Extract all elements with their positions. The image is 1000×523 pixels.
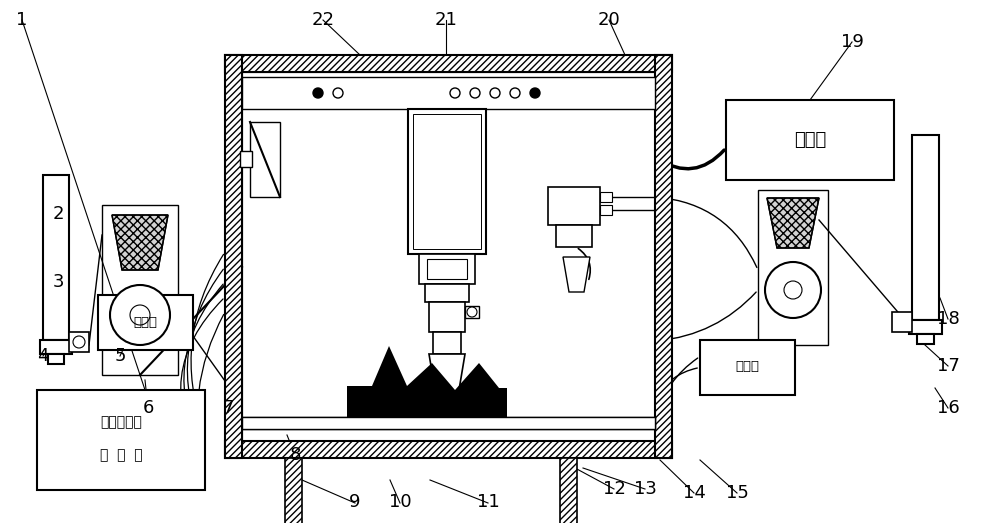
Bar bbox=[427, 259, 467, 279]
Bar bbox=[102, 205, 178, 375]
Bar bbox=[408, 109, 486, 254]
Text: 9: 9 bbox=[349, 493, 361, 511]
Bar bbox=[419, 254, 475, 284]
Text: 22: 22 bbox=[312, 11, 334, 29]
Text: 3: 3 bbox=[52, 274, 64, 291]
Bar bbox=[225, 55, 242, 458]
Bar bbox=[40, 340, 72, 354]
Bar bbox=[37, 390, 205, 490]
Text: 6: 6 bbox=[142, 399, 154, 417]
Bar bbox=[892, 312, 912, 332]
Text: 发生控制器: 发生控制器 bbox=[100, 415, 142, 429]
Bar bbox=[250, 122, 280, 197]
Text: 1: 1 bbox=[16, 11, 28, 29]
Text: 4: 4 bbox=[37, 347, 49, 365]
Bar bbox=[556, 225, 592, 247]
Bar bbox=[433, 332, 461, 354]
Circle shape bbox=[510, 88, 520, 98]
Text: 7: 7 bbox=[222, 399, 234, 417]
Bar bbox=[242, 417, 655, 429]
Bar bbox=[655, 55, 672, 458]
Text: 16: 16 bbox=[937, 399, 959, 417]
Bar bbox=[242, 77, 655, 109]
Text: 18: 18 bbox=[937, 310, 959, 328]
Circle shape bbox=[130, 305, 150, 325]
Text: 20: 20 bbox=[598, 11, 620, 29]
Bar bbox=[225, 55, 672, 72]
Bar bbox=[758, 190, 828, 345]
Text: 21: 21 bbox=[435, 11, 457, 29]
Bar bbox=[600, 192, 612, 202]
Bar bbox=[242, 417, 655, 429]
Bar bbox=[912, 135, 939, 320]
Text: 5: 5 bbox=[114, 347, 126, 365]
Polygon shape bbox=[112, 215, 168, 270]
Bar bbox=[700, 340, 795, 395]
Polygon shape bbox=[767, 198, 819, 248]
Circle shape bbox=[467, 307, 477, 317]
Bar bbox=[242, 72, 655, 441]
Text: 10: 10 bbox=[389, 493, 411, 511]
Bar bbox=[909, 320, 942, 334]
Text: 17: 17 bbox=[937, 357, 959, 375]
Text: 等  离  子: 等 离 子 bbox=[100, 448, 142, 462]
Bar bbox=[429, 302, 465, 332]
Text: 12: 12 bbox=[603, 480, 625, 498]
Circle shape bbox=[530, 88, 540, 98]
Circle shape bbox=[333, 88, 343, 98]
Circle shape bbox=[73, 336, 85, 348]
Bar bbox=[69, 332, 89, 352]
Polygon shape bbox=[429, 354, 465, 402]
Bar bbox=[560, 458, 577, 523]
Bar bbox=[548, 187, 600, 225]
Text: 水冷机: 水冷机 bbox=[133, 315, 157, 328]
Bar bbox=[726, 100, 894, 180]
Bar bbox=[285, 458, 302, 523]
Text: 19: 19 bbox=[841, 33, 863, 51]
Polygon shape bbox=[563, 257, 590, 292]
Circle shape bbox=[765, 262, 821, 318]
Circle shape bbox=[450, 88, 460, 98]
Bar bbox=[465, 306, 479, 318]
Text: 13: 13 bbox=[634, 480, 656, 498]
Text: 激光器: 激光器 bbox=[794, 131, 826, 149]
Polygon shape bbox=[347, 346, 507, 418]
Circle shape bbox=[110, 285, 170, 345]
Circle shape bbox=[490, 88, 500, 98]
Circle shape bbox=[470, 88, 480, 98]
Text: 15: 15 bbox=[726, 484, 748, 502]
Text: 14: 14 bbox=[683, 484, 705, 502]
Bar bbox=[240, 151, 252, 167]
Text: 水冷机: 水冷机 bbox=[735, 360, 759, 373]
Bar bbox=[600, 205, 612, 215]
Bar bbox=[43, 175, 69, 340]
Text: 11: 11 bbox=[477, 493, 499, 511]
Circle shape bbox=[313, 88, 323, 98]
Bar bbox=[425, 284, 469, 302]
Bar bbox=[225, 441, 672, 458]
Bar bbox=[413, 114, 481, 249]
Circle shape bbox=[784, 281, 802, 299]
Bar bbox=[917, 334, 934, 344]
Text: 2: 2 bbox=[52, 206, 64, 223]
Bar bbox=[48, 354, 64, 364]
Bar bbox=[98, 295, 193, 350]
Text: 8: 8 bbox=[289, 446, 301, 464]
